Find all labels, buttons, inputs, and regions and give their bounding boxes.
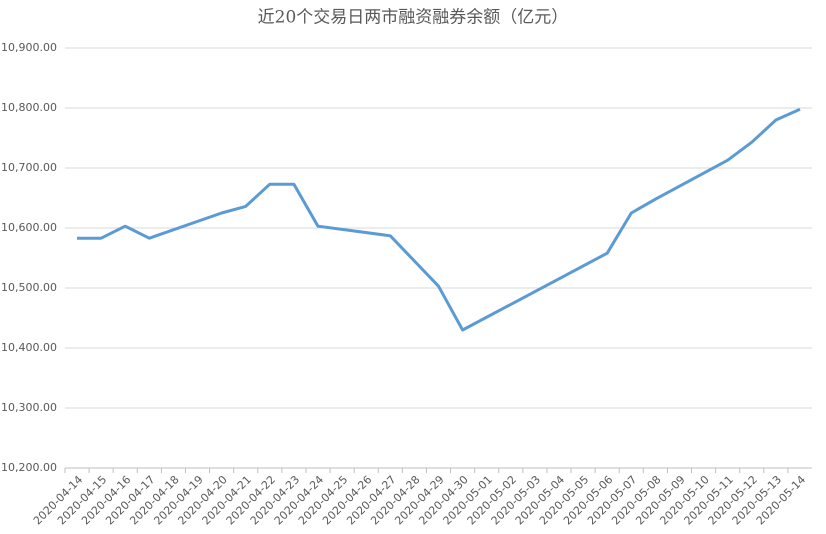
y-tick-label: 10,400.00	[1, 341, 57, 354]
chart-title: 近20个交易日两市融资融券余额（亿元）	[258, 8, 569, 28]
y-tick-label: 10,900.00	[1, 41, 57, 54]
line-series	[77, 107, 801, 332]
y-tick-label: 10,700.00	[1, 161, 57, 174]
y-tick-label: 10,600.00	[1, 221, 57, 234]
y-tick-label: 10,500.00	[1, 281, 57, 294]
y-tick-label: 10,800.00	[1, 101, 57, 114]
y-tick-label: 10,200.00	[1, 461, 57, 474]
y-tick-label: 10,300.00	[1, 401, 57, 414]
